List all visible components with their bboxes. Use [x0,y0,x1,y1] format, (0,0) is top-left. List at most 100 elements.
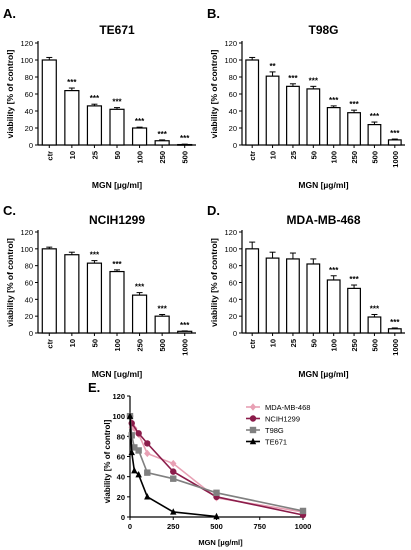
y-tick-label: 20 [25,312,33,321]
x-tick-label: ctr [45,339,54,349]
x-tick-label: 25 [289,151,298,159]
significance-label: *** [288,74,298,83]
y-axis-label: viability [% of control] [5,49,15,138]
significance-label: *** [329,266,339,275]
y-tick-label: 20 [229,124,237,133]
y-tick-label: 80 [25,73,33,82]
panel-letter: C. [3,203,16,218]
x-axis-label: MGN [µg/ml] [298,180,348,190]
bar [367,316,382,334]
data-point [170,475,177,482]
bar [265,75,280,146]
data-point [135,447,142,454]
x-tick-label: ctr [45,151,54,161]
legend-label: MDA-MB-468 [265,403,310,412]
data-point [126,412,134,419]
significance-label: *** [180,134,190,143]
y-tick-label: 60 [229,90,237,99]
significance-label: *** [112,98,122,107]
x-tick-label: ctr [248,151,257,161]
x-tick-label: 10 [269,339,278,347]
x-tick-label: 25 [90,151,99,159]
data-point [144,449,151,458]
x-tick-label: 0 [128,522,132,531]
bar [154,315,170,334]
bar [109,270,125,334]
panel-title: TE671 [99,23,135,37]
x-tick-label: 10 [269,151,278,159]
y-tick-label: 60 [117,453,125,462]
bar [347,112,361,146]
x-tick-label: 500 [370,339,379,352]
y-tick-label: 40 [25,295,33,304]
significance-label: *** [370,112,380,121]
significance-label: *** [135,283,145,292]
y-tick-label: 100 [224,245,237,254]
panel-ncih1299: C. NCIH1299 0 20 40 60 80 100 120 viability [% of… [3,203,196,379]
significance-label: *** [349,275,359,284]
y-tick-label: 80 [229,262,237,271]
x-axis-label: MGN [µg/ml] [198,538,243,547]
y-tick-label: 120 [224,39,237,48]
y-tick-label: 60 [229,279,237,288]
y-tick-label: 40 [229,107,237,116]
significance-label: *** [329,96,339,105]
x-axis-label: MGN [µg/ml] [298,369,348,379]
significance-label: *** [349,100,359,109]
bar [347,287,361,334]
significance-label: *** [309,76,319,85]
x-tick-label: 10 [68,339,77,347]
bar [326,106,341,146]
x-tick-label: 1000 [181,339,190,356]
y-tick-label: 40 [25,107,33,116]
x-tick-label: 100 [330,151,339,164]
data-point [213,489,220,496]
y-tick-label: 20 [117,493,125,502]
y-tick-label: 100 [20,56,33,65]
y-tick-label: 40 [229,295,237,304]
bar [326,279,341,334]
panel-title: T98G [308,23,338,37]
data-point [135,430,142,437]
significance-label: *** [180,321,190,330]
x-tick-label: 100 [136,151,145,164]
bar [367,123,382,146]
x-axis-label: MGN [µg/ml] [92,180,142,190]
y-tick-label: 0 [233,329,237,338]
data-point [213,512,220,520]
data-point [135,470,142,478]
panel-mda-mb-468: D. MDA-MB-468 0 20 40 60 80 100 120 viability [% … [207,203,405,379]
data-point [249,415,257,422]
x-tick-label: 750 [253,522,266,531]
x-tick-label: 25 [289,339,298,347]
x-tick-label: 50 [309,339,318,347]
legend-label: TE671 [265,438,287,447]
y-axis-label: viability [% of control] [209,238,219,327]
bar [387,328,402,334]
significance-label: ** [269,62,276,71]
y-tick-label: 80 [25,262,33,271]
significance-label: *** [90,94,100,103]
data-point [144,440,151,447]
bar [286,258,300,334]
significance-label: *** [390,129,400,138]
bar [177,330,193,334]
x-tick-label: 1000 [391,339,400,356]
x-tick-label: 500 [370,151,379,164]
y-axis-label: viability [% of control] [5,238,15,327]
panel-title: NCIH1299 [89,213,145,227]
y-tick-label: 120 [20,228,33,237]
y-tick-label: 40 [117,473,125,482]
bar [41,248,57,334]
data-point [249,403,257,411]
x-tick-label: 100 [113,339,122,352]
y-tick-label: 120 [20,39,33,48]
panel-te671: A. TE671 0 20 40 60 80 100 120 viability [% of co… [3,6,196,190]
x-tick-label: 50 [90,339,99,347]
bar [41,59,57,146]
y-tick-label: 0 [29,141,33,150]
bar [387,139,402,146]
data-point [299,507,307,515]
y-axis-label: viability [% of control] [103,419,112,503]
